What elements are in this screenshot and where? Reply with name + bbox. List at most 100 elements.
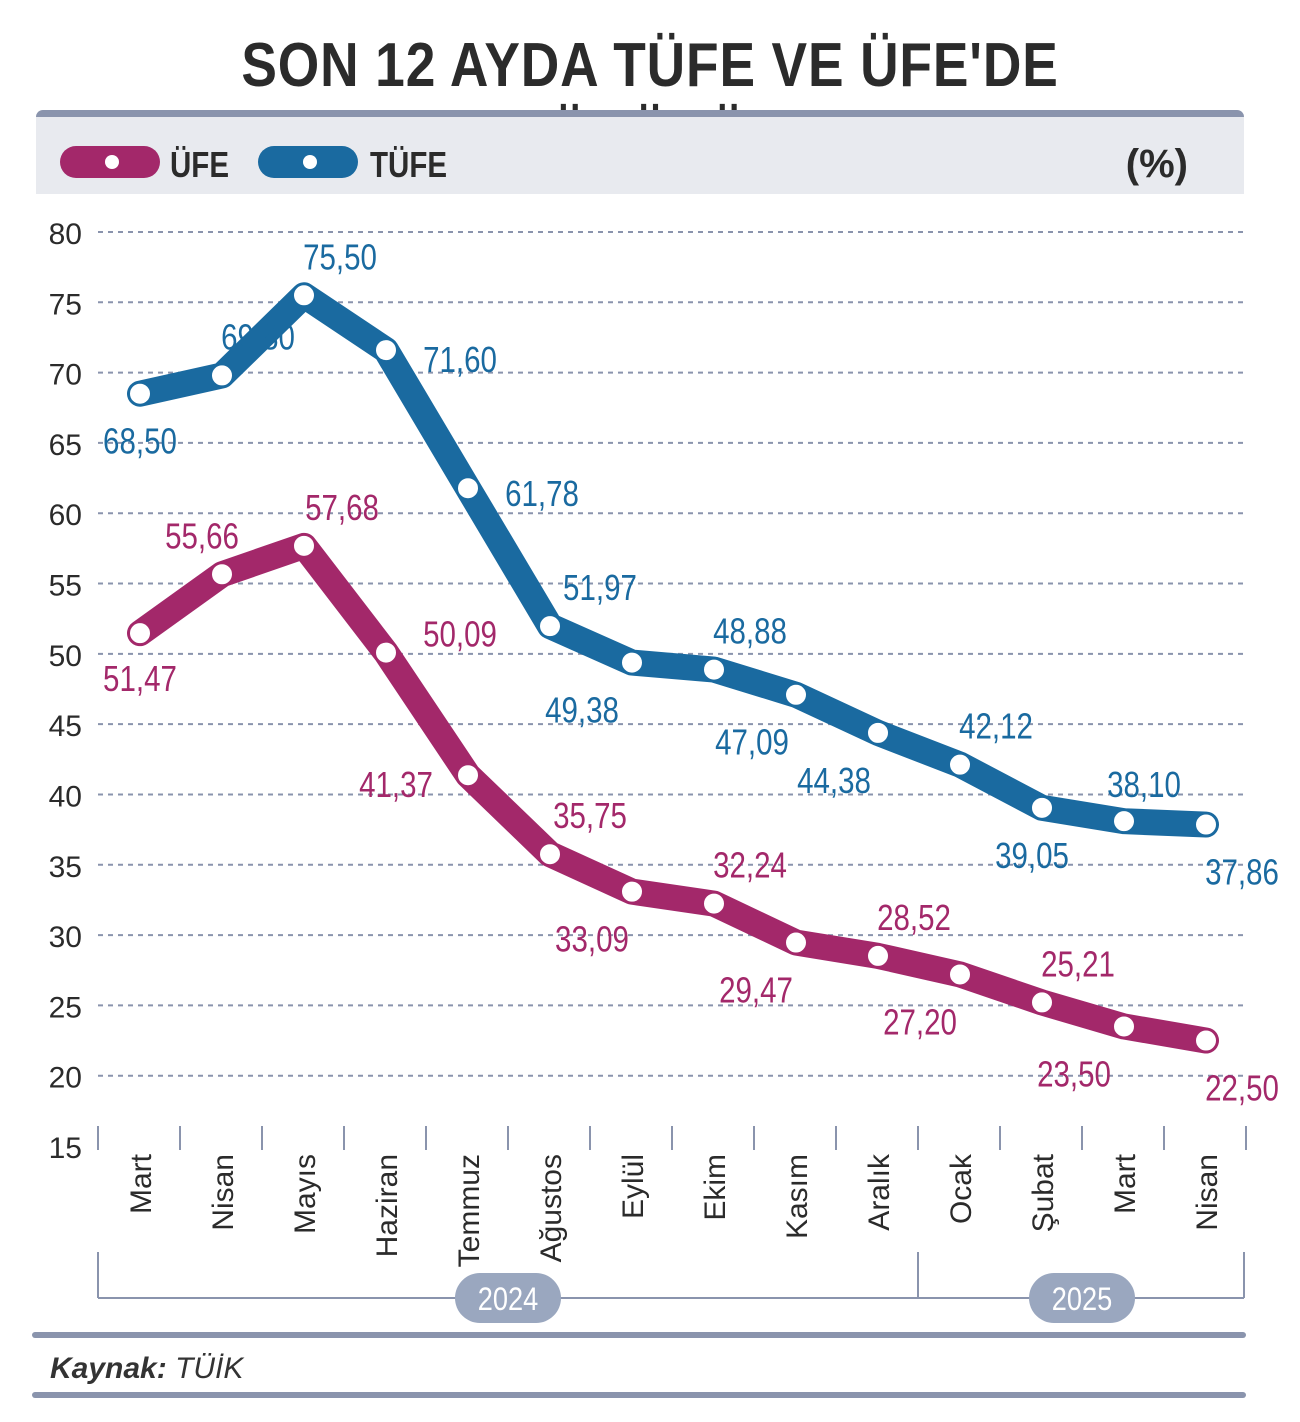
- year-label: 2025: [1052, 1282, 1112, 1318]
- tufe-data-label: 51,97: [563, 567, 637, 607]
- tufe-data-label: 37,86: [1205, 852, 1279, 892]
- tufe-point: [1112, 809, 1136, 834]
- tufe-data-label: 48,88: [713, 611, 787, 651]
- ufe-point: [620, 879, 644, 904]
- footer-rule-top: [32, 1332, 1246, 1338]
- tufe-point: [620, 650, 644, 675]
- legend: ÜFE TÜFE (%): [60, 142, 1188, 186]
- y-tick-label: 65: [49, 429, 82, 462]
- data-labels: 68,50 69,80 75,50 71,60 61,78 51,97 49,38 48,88…: [103, 236, 1279, 1108]
- year-pill: [455, 1273, 561, 1323]
- ufe-point: [948, 962, 972, 987]
- y-tick-label: 50: [49, 640, 82, 673]
- ufe-point: [128, 621, 152, 646]
- footer-rule-bottom: [32, 1392, 1246, 1398]
- ufe-data-label: 29,47: [719, 970, 793, 1010]
- tufe-data-label: 75,50: [303, 236, 377, 276]
- tufe-point: [1030, 795, 1054, 820]
- unit-label: (%): [1126, 142, 1188, 186]
- y-tick-label: 75: [49, 288, 82, 321]
- source-value: TÜİK: [175, 1352, 244, 1385]
- legend-tufe: TÜFE: [258, 144, 447, 185]
- ufe-data-label: 23,50: [1037, 1054, 1111, 1094]
- x-tick-label: Aralık: [863, 1153, 896, 1231]
- ufe-point: [210, 562, 234, 587]
- x-tick-label: Ağustos: [535, 1154, 568, 1262]
- tufe-data-label: 69,80: [221, 317, 295, 357]
- ufe-point: [1194, 1028, 1218, 1053]
- x-axis: Mart Nisan Mayıs Haziran Temmuz Ağustos Eylül E…: [97, 1126, 1247, 1323]
- legend-ufe-marker: [105, 155, 119, 169]
- ufe-data-label: 51,47: [103, 658, 177, 698]
- x-tick-label: Temmuz: [453, 1154, 486, 1267]
- tufe-data-label: 61,78: [505, 473, 579, 513]
- x-tick-label: Ekim: [699, 1154, 732, 1221]
- legend-tufe-marker: [303, 155, 317, 169]
- x-tick-label: Nisan: [1191, 1154, 1224, 1231]
- ufe-data-label: 22,50: [1205, 1068, 1279, 1108]
- ufe-data-label: 41,37: [359, 764, 433, 804]
- x-tick-label: Haziran: [371, 1154, 404, 1257]
- tufe-point: [374, 338, 398, 363]
- x-tick-label: Mart: [1109, 1153, 1142, 1214]
- x-tick-label: Eylül: [617, 1154, 650, 1219]
- y-tick-label: 15: [49, 1132, 82, 1165]
- series-lines: [127, 282, 1219, 1054]
- ufe-data-label: 27,20: [883, 1002, 957, 1042]
- tufe-data-label: 42,12: [959, 706, 1033, 746]
- y-axis: 80 75 70 65 60 55 50 45 40 35 30 25 20 15: [49, 218, 82, 1165]
- ufe-data-label: 57,68: [305, 487, 379, 527]
- tufe-data-label: 47,09: [715, 722, 789, 762]
- tufe-point: [866, 720, 890, 745]
- tufe-point: [292, 283, 316, 308]
- y-tick-label: 55: [49, 570, 82, 603]
- ufe-data-label: 50,09: [423, 614, 497, 654]
- x-tick-label: Mart: [125, 1153, 158, 1214]
- ufe-point: [702, 891, 726, 916]
- source-label: Kaynak:: [50, 1352, 167, 1385]
- tufe-data-label: 71,60: [423, 339, 497, 379]
- ufe-point: [866, 943, 890, 968]
- y-tick-label: 25: [49, 991, 82, 1024]
- y-tick-label: 30: [49, 921, 82, 954]
- legend-ufe-label: ÜFE: [170, 144, 229, 184]
- grid: [98, 231, 1244, 1077]
- tufe-point: [456, 476, 480, 501]
- ufe-point: [456, 763, 480, 788]
- ufe-point: [784, 930, 808, 955]
- ufe-line: [127, 532, 1219, 1054]
- ufe-point: [1112, 1014, 1136, 1039]
- tufe-point: [948, 752, 972, 777]
- x-tick-label: Nisan: [207, 1154, 240, 1231]
- tufe-point: [1194, 812, 1218, 837]
- x-tick-label: Mayıs: [289, 1154, 322, 1234]
- ufe-data-label: 32,24: [713, 845, 787, 885]
- ufe-point: [538, 842, 562, 867]
- tufe-data-label: 68,50: [103, 421, 177, 461]
- y-tick-label: 35: [49, 851, 82, 884]
- year-label: 2024: [478, 1282, 538, 1318]
- x-tick-label: Şubat: [1027, 1153, 1060, 1232]
- ufe-data-label: 33,09: [555, 919, 629, 959]
- tufe-point: [538, 614, 562, 639]
- ufe-point: [374, 640, 398, 665]
- tufe-line: [127, 282, 1219, 838]
- legend-ufe: ÜFE: [60, 144, 229, 185]
- tufe-point: [702, 657, 726, 682]
- tufe-point: [128, 381, 152, 406]
- ufe-data-label: 25,21: [1041, 944, 1115, 984]
- tufe-data-label: 44,38: [797, 760, 871, 800]
- tufe-data-label: 39,05: [995, 835, 1069, 875]
- y-tick-label: 45: [49, 710, 82, 743]
- x-tick-label: Kasım: [781, 1154, 814, 1239]
- ufe-data-label: 28,52: [877, 897, 951, 937]
- tufe-data-label: 38,10: [1107, 764, 1181, 804]
- y-tick-label: 80: [49, 218, 82, 251]
- ufe-data-label: 55,66: [165, 515, 239, 555]
- x-tick-label: Ocak: [945, 1153, 978, 1224]
- ufe-point: [1030, 990, 1054, 1015]
- tufe-point: [210, 363, 234, 388]
- y-tick-label: 70: [49, 359, 82, 392]
- legend-tufe-label: TÜFE: [370, 144, 447, 184]
